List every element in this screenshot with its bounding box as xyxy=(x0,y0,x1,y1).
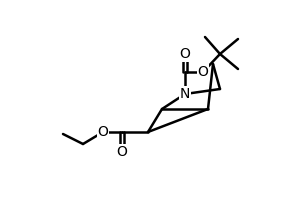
Text: N: N xyxy=(180,87,190,101)
Text: O: O xyxy=(198,65,209,79)
Text: O: O xyxy=(98,125,109,139)
Text: O: O xyxy=(180,47,190,61)
Text: O: O xyxy=(116,145,127,159)
